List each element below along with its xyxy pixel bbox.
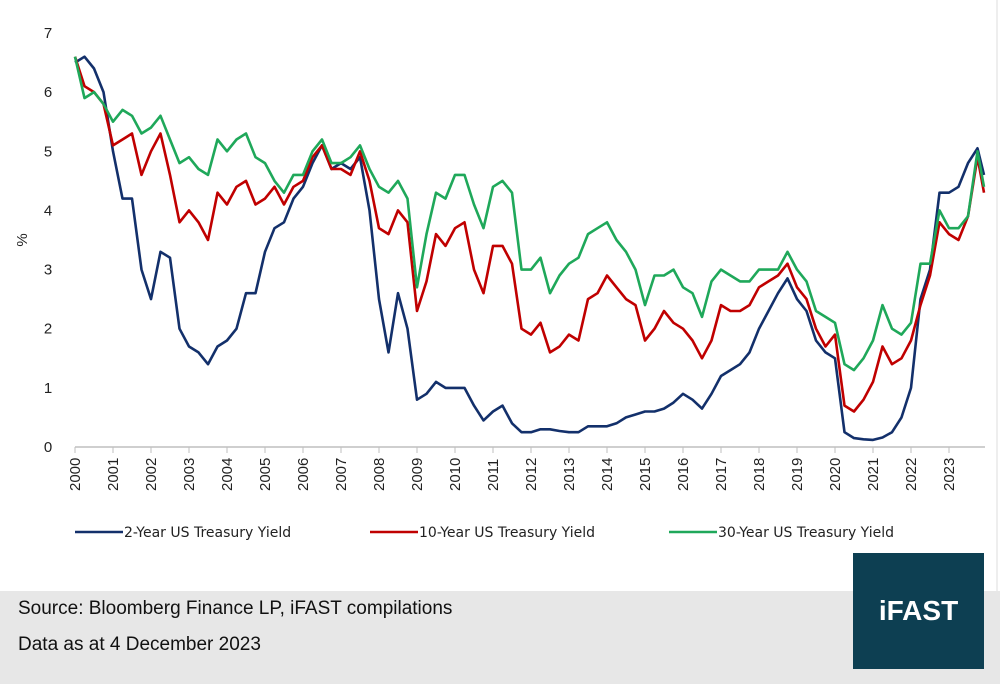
y-tick-label: 6 (44, 84, 52, 101)
x-tick-label: 2017 (713, 458, 730, 491)
footer-band: Source: Bloomberg Finance LP, iFAST comp… (0, 591, 1000, 684)
y-axis-label: % (14, 233, 31, 246)
x-tick-label: 2019 (789, 458, 806, 491)
legend-label: 30-Year US Treasury Yield (718, 525, 894, 541)
x-tick-label: 2014 (599, 458, 616, 491)
x-tick-label: 2012 (523, 458, 540, 491)
y-tick-label: 4 (44, 202, 52, 219)
x-tick-label: 2009 (409, 458, 426, 491)
x-tick-label: 2013 (561, 458, 578, 491)
x-tick-label: 2010 (447, 458, 464, 491)
legend-label: 2-Year US Treasury Yield (124, 525, 291, 541)
x-tick-label: 2007 (333, 458, 350, 491)
x-tick-label: 2006 (295, 458, 312, 491)
x-tick-label: 2016 (675, 458, 692, 491)
series-line-1 (74, 55, 986, 442)
x-tick-label: 2005 (257, 458, 274, 491)
x-tick-label: 2001 (105, 458, 122, 491)
date-note: Data as at 4 December 2023 (18, 634, 261, 655)
x-tick-label: 2003 (181, 458, 198, 491)
y-tick-label: 0 (44, 439, 52, 456)
x-tick-label: 2023 (941, 458, 958, 491)
x-tick-label: 2022 (903, 458, 920, 491)
x-tick-label: 2021 (865, 458, 882, 491)
legend-label: 10-Year US Treasury Yield (419, 525, 595, 541)
x-tick-label: 2020 (827, 458, 844, 491)
y-tick-label: 1 (44, 380, 52, 397)
y-tick-label: 2 (44, 321, 52, 338)
series-line-3 (73, 56, 986, 372)
y-tick-label: 5 (44, 143, 52, 160)
x-tick-label: 2000 (67, 458, 84, 491)
y-tick-label: 7 (44, 25, 52, 42)
y-tick-label: 3 (44, 262, 52, 279)
x-tick-label: 2011 (485, 459, 502, 491)
source-note: Source: Bloomberg Finance LP, iFAST comp… (18, 598, 453, 619)
series-line-2 (73, 56, 986, 413)
x-tick-label: 2002 (143, 458, 160, 491)
ifast-logo: iFAST (853, 553, 984, 669)
x-tick-label: 2004 (219, 458, 236, 491)
x-tick-label: 2015 (637, 458, 654, 491)
x-tick-label: 2018 (751, 458, 768, 491)
x-tick-label: 2008 (371, 458, 388, 491)
